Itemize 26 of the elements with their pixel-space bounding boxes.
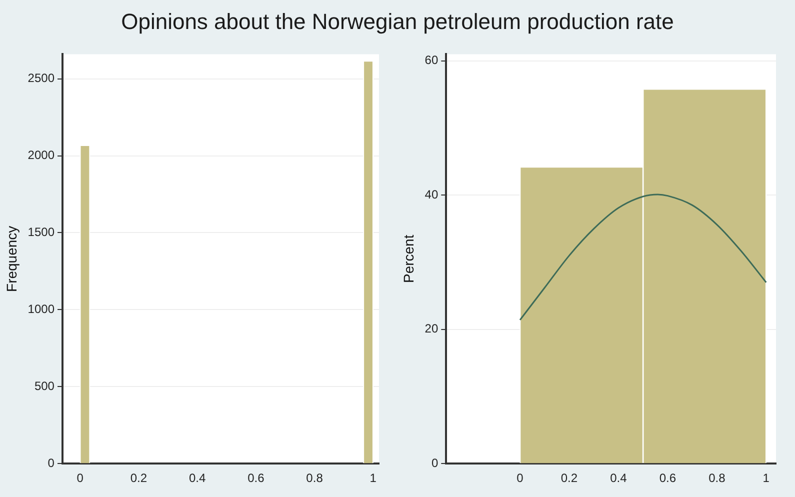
y-tick-label: 20	[424, 322, 438, 336]
x-tick-label: 0.6	[248, 471, 265, 486]
y-tick-label: 2000	[28, 148, 55, 162]
y-axis-title: Frequency	[3, 226, 20, 292]
x-tick-label: 0.6	[659, 471, 676, 486]
x-tick-label: 1	[370, 471, 377, 486]
y-tick-label: 1500	[28, 225, 55, 240]
line-series	[519, 194, 767, 321]
y-tick-label: 1000	[28, 302, 55, 316]
x-tick-label: 0.4	[610, 471, 628, 486]
chart-title: Opinions about the Norwegian petroleum production rate	[120, 8, 675, 36]
x-tick-label: 0	[76, 471, 84, 486]
x-tick-label: 0.8	[306, 471, 324, 486]
y-tick-label: 60	[424, 53, 438, 68]
x-tick-label: 0	[516, 471, 524, 486]
y-tick-label: 500	[34, 378, 55, 393]
y-axis-title: Percent	[400, 234, 416, 284]
x-tick-label: 0.4	[188, 471, 206, 486]
x-tick-label: 0.2	[560, 471, 578, 486]
x-tick-label: 1	[762, 471, 770, 486]
y-tick-label: 40	[424, 187, 438, 202]
y-tick-label: 0	[431, 456, 438, 470]
y-tick-label: 0	[48, 456, 55, 470]
x-tick-label: 0.8	[708, 471, 726, 486]
x-tick-label: 0.2	[130, 471, 148, 486]
y-tick-label: 2500	[28, 71, 55, 86]
